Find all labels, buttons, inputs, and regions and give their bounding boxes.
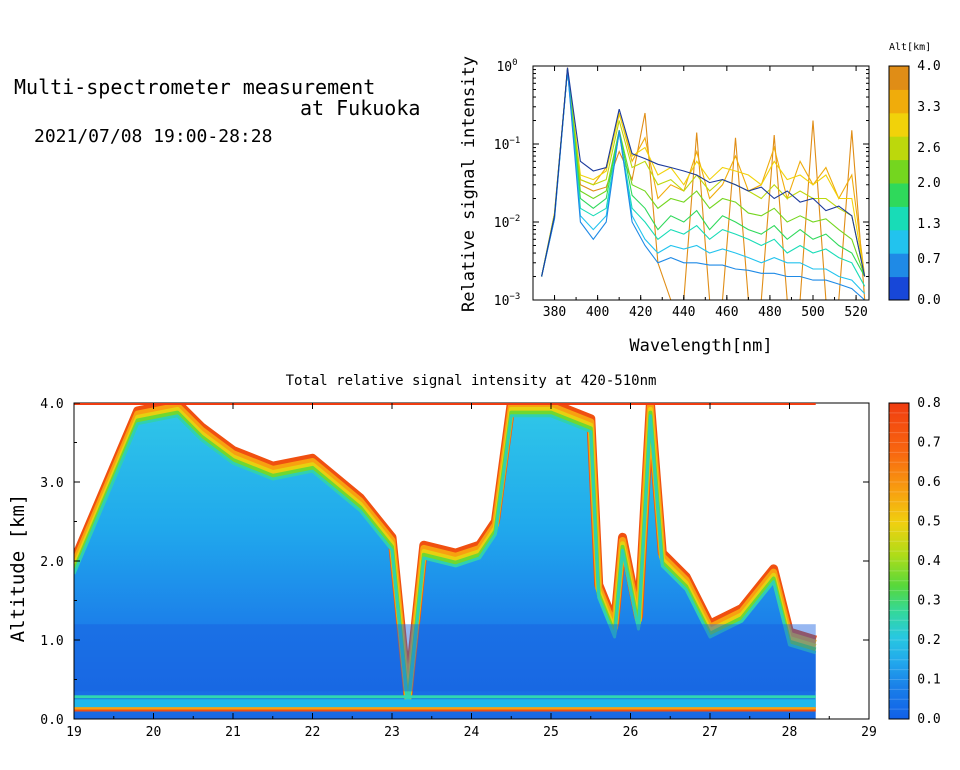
altitude-colorbar-band	[889, 112, 909, 137]
spectrum-series-line	[541, 69, 866, 277]
altitude-colorbar-band	[889, 66, 909, 90]
spectrum-series-line	[541, 69, 866, 295]
heatmap-x-tick-label: 19	[66, 725, 82, 740]
spectrum-x-tick-label: 380	[543, 305, 566, 320]
heatmap-x-tick-label: 20	[146, 725, 162, 740]
altitude-colorbar-band	[889, 159, 909, 184]
spectrum-x-tick-label: 440	[672, 305, 695, 320]
spectrum-axes-frame	[532, 65, 870, 301]
spectrum-series-line	[541, 69, 866, 277]
altitude-colorbar-tick-label: 4.0	[917, 59, 940, 74]
heatmap-boundary-band	[74, 414, 817, 710]
heatmap-y-tick-label: 3.0	[40, 476, 63, 491]
spectrum-series-line	[541, 69, 866, 301]
altitude-colorbar-tick-label: 1.3	[917, 217, 940, 232]
heatmap-ground-band	[74, 707, 816, 711]
altitude-colorbar-band	[889, 206, 909, 231]
spectrum-x-tick-label: 400	[586, 305, 609, 320]
intensity-colorbar-tick-label: 0.4	[917, 554, 941, 569]
intensity-colorbar-tick-label: 0.6	[917, 475, 940, 490]
altitude-colorbar-tick-label: 3.3	[917, 100, 940, 115]
heatmap-y-tick-label: 4.0	[40, 397, 63, 412]
altitude-colorbar-tick-label: 0.7	[917, 252, 940, 267]
chart-title-line1: Multi-spectrometer measurement	[14, 75, 376, 99]
intensity-colorbar-tick-label: 0.3	[917, 594, 940, 609]
altitude-colorbar-tick-label: 2.6	[917, 141, 940, 156]
spectrum-y-tick-label: 10−2	[494, 214, 521, 231]
heatmap-x-tick-label: 23	[384, 725, 400, 740]
intensity-colorbar-tick-label: 0.1	[917, 673, 940, 688]
spectrum-series-line	[541, 69, 866, 277]
spectrum-x-tick-label: 460	[715, 305, 738, 320]
spectrum-x-tick-label: 520	[844, 305, 867, 320]
altitude-colorbar-tick-label: 0.0	[917, 293, 940, 308]
spectrum-y-tick-label: 100	[496, 58, 517, 75]
altitude-colorbar-frame	[888, 65, 910, 301]
chart-title-line2: at Fukuoka	[300, 96, 421, 120]
heatmap-x-tick-label: 22	[305, 725, 321, 740]
heatmap-x-tick-label: 29	[861, 725, 877, 740]
measurement-time-range: 2021/07/08 19:00-28:28	[34, 126, 273, 147]
altitude-colorbar-tick-label: 2.0	[917, 176, 940, 191]
spectrum-x-axis-label: Wavelength[nm]	[629, 336, 772, 356]
spectrum-series-line	[541, 67, 866, 301]
heatmap-x-tick-label: 26	[623, 725, 639, 740]
intensity-colorbar-tick-label: 0.8	[917, 396, 940, 411]
spectrum-series-line	[541, 67, 866, 277]
heatmap-x-tick-label: 21	[225, 725, 241, 740]
heatmap-y-axis-label: Altitude [km]	[7, 494, 29, 643]
heatmap-y-tick-label: 0.0	[40, 713, 63, 728]
intensity-colorbar-tick-label: 0.7	[917, 436, 940, 451]
altitude-colorbar-band	[889, 276, 909, 301]
spectrum-plot-area: 380 400 420 440 460 480 500 520 100 10−1 10−2 10−3	[494, 58, 870, 320]
heatmap-title: Total relative signal intensity at 420-5…	[286, 373, 657, 389]
spectrum-y-tick-label: 10−3	[494, 292, 521, 309]
intensity-colorbar: 0.8 0.7 0.6 0.5 0.4 0.3 0.2 0.1 0.0	[888, 396, 941, 727]
spectrum-y-axis-label: Relative signal intensity	[459, 56, 479, 312]
heatmap-plot-area: 19 20 21 22 23 24 25 26 27 28 29 4.0 3.0 2.0 1.0 0.0	[40, 397, 877, 740]
spectrum-series-line	[541, 69, 866, 287]
spectrum-x-tick-label: 500	[801, 305, 824, 320]
heatmap-ground-band	[74, 709, 816, 712]
altitude-colorbar: 4.0 3.3 2.6 2.0 1.3 0.7 0.0	[888, 59, 941, 308]
intensity-colorbar-gradient	[888, 402, 910, 720]
heatmap-x-tick-label: 25	[543, 725, 559, 740]
heatmap-x-tick-label: 28	[782, 725, 798, 740]
heatmap-core-region	[74, 624, 816, 692]
intensity-colorbar-tick-label: 0.5	[917, 515, 940, 530]
intensity-colorbar-tick-label: 0.2	[917, 633, 940, 648]
heatmap-y-tick-label: 1.0	[40, 634, 63, 649]
spectrum-x-tick-label: 480	[758, 305, 781, 320]
heatmap-x-tick-label: 24	[464, 725, 480, 740]
heatmap-low-layer-band	[74, 699, 816, 709]
heatmap-x-tick-label: 27	[702, 725, 718, 740]
altitude-colorbar-band	[889, 253, 909, 278]
spectrum-x-tick-label: 420	[629, 305, 652, 320]
heatmap-low-layer-band	[74, 695, 816, 699]
altitude-colorbar-label: Alt[km]	[889, 42, 931, 53]
intensity-colorbar-tick-label: 0.0	[917, 712, 940, 727]
spectrum-series-line	[541, 69, 866, 277]
altitude-colorbar-band	[889, 229, 909, 254]
spectrum-series-line	[541, 69, 866, 277]
heatmap-y-tick-label: 2.0	[40, 555, 63, 570]
altitude-colorbar-band	[889, 89, 909, 114]
altitude-colorbar-band	[889, 136, 909, 161]
spectrum-y-tick-label: 10−1	[494, 136, 521, 153]
altitude-colorbar-band	[889, 183, 909, 207]
